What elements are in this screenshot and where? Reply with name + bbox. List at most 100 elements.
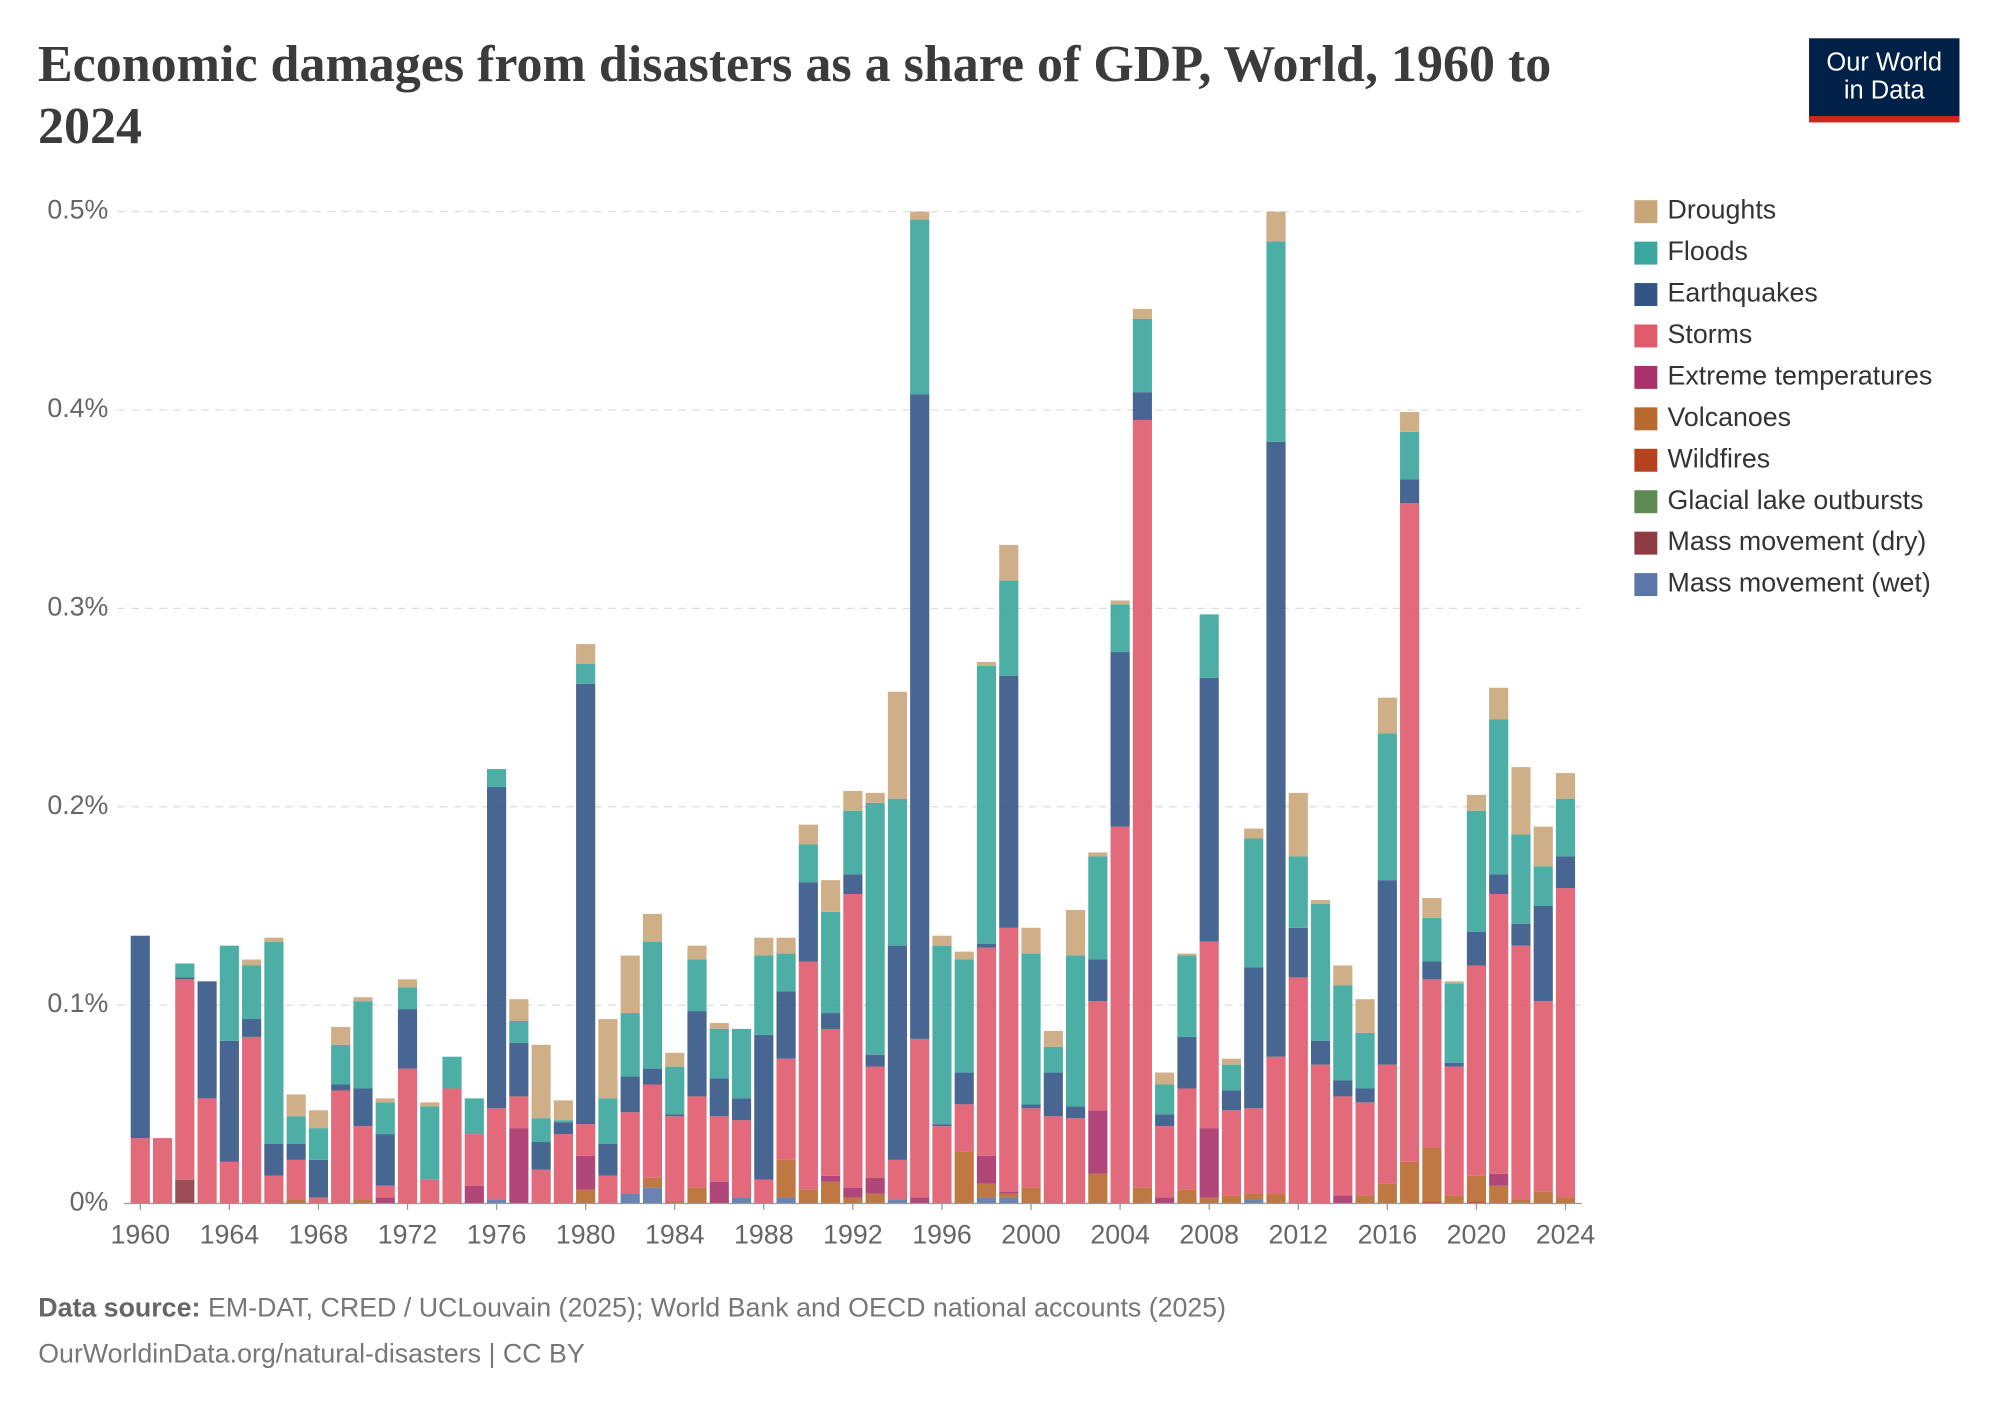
bar-segment xyxy=(1021,953,1041,1105)
bar-segment xyxy=(553,1134,573,1204)
bar-segment xyxy=(487,1199,507,1204)
bar-segment xyxy=(1266,211,1286,242)
bar-segment xyxy=(620,1112,640,1194)
bar-segment xyxy=(1422,898,1442,918)
bar-segment xyxy=(1489,719,1509,875)
bar-segment xyxy=(1288,977,1308,1204)
bar-segment xyxy=(1288,856,1308,928)
bar-segment xyxy=(1555,773,1576,799)
bar-segment xyxy=(798,961,818,1190)
bar-segment xyxy=(887,945,908,1160)
bar-segment xyxy=(843,874,863,895)
bar-segment xyxy=(464,1134,484,1186)
bar-segment xyxy=(999,544,1019,581)
bar-segment xyxy=(1244,1108,1264,1194)
bar-segment xyxy=(1132,419,1152,1188)
bar-segment xyxy=(1221,1110,1242,1196)
bar-segment xyxy=(1400,431,1420,480)
bar-segment xyxy=(665,1114,685,1117)
bar-segment xyxy=(865,1066,885,1178)
bar-segment xyxy=(1088,1001,1108,1111)
bar-segment xyxy=(776,1159,796,1198)
legend-swatch xyxy=(1634,448,1658,472)
bar-segment xyxy=(665,1201,685,1204)
bar-segment xyxy=(642,913,663,942)
bar-segment xyxy=(509,1096,529,1129)
bar-segment xyxy=(1266,1193,1286,1204)
logo-text: Our World xyxy=(1826,49,1942,77)
legend-swatch xyxy=(1634,324,1658,348)
bar-segment xyxy=(642,1177,663,1188)
x-tick-label: 1984 xyxy=(645,1220,705,1250)
bar-segment xyxy=(1310,1040,1331,1065)
bar-segment xyxy=(1377,733,1397,881)
x-tick-label: 2020 xyxy=(1447,1220,1507,1250)
bar-segment xyxy=(152,1138,173,1204)
bar-segment xyxy=(865,1177,885,1194)
bar-segment xyxy=(509,1042,529,1097)
bar-segment xyxy=(531,1142,551,1170)
bar-segment xyxy=(264,941,284,1145)
bar-segment xyxy=(1132,1187,1152,1204)
bar-segment xyxy=(1466,810,1486,932)
y-tick-label: 0.3% xyxy=(47,591,108,621)
x-tick-label: 1988 xyxy=(734,1220,794,1250)
x-tick-label: 1976 xyxy=(467,1220,527,1250)
bar-segment xyxy=(308,1128,329,1160)
bar-segment xyxy=(709,1028,729,1079)
x-tick-label: 2016 xyxy=(1358,1220,1418,1250)
bar-segment xyxy=(509,1128,529,1204)
bar-segment xyxy=(1511,767,1531,835)
y-tick-label: 0.1% xyxy=(47,988,108,1018)
x-tick-label: 1964 xyxy=(200,1220,260,1250)
bar-segment xyxy=(620,1193,640,1204)
bar-segment xyxy=(798,824,818,845)
bar-segment xyxy=(821,1013,841,1029)
bar-segment xyxy=(1533,866,1553,906)
bar-segment xyxy=(620,1013,640,1077)
bar-segment xyxy=(242,959,262,966)
bar-segment xyxy=(130,935,150,1139)
x-tick-label: 2012 xyxy=(1268,1220,1328,1250)
bar-segment xyxy=(843,1187,863,1198)
bar-segment xyxy=(910,1038,930,1198)
bar-segment xyxy=(1444,981,1464,984)
bar-segment xyxy=(1043,1116,1063,1204)
bar-segment xyxy=(264,1175,284,1204)
bar-segment xyxy=(353,1088,373,1127)
bar-segment xyxy=(286,1094,306,1117)
bar-segment xyxy=(1400,503,1420,1162)
bar-segment xyxy=(286,1116,306,1145)
x-tick-label: 1996 xyxy=(912,1220,972,1250)
bar-segment xyxy=(999,927,1019,1192)
legend-label: Extreme temperatures xyxy=(1668,360,1933,390)
bar-segment xyxy=(843,810,863,875)
bar-segment xyxy=(1355,1195,1375,1204)
bar-segment xyxy=(1533,1191,1553,1204)
bar-segment xyxy=(375,1197,395,1204)
bar-segment xyxy=(286,1199,306,1204)
bar-segment xyxy=(576,1124,596,1156)
bar-segment xyxy=(576,1155,596,1190)
legend-label: Earthquakes xyxy=(1668,278,1818,308)
bar-segment xyxy=(843,790,863,811)
bar-segment xyxy=(1155,1084,1175,1115)
bar-segment xyxy=(420,1106,440,1180)
bar-segment xyxy=(1199,1197,1219,1204)
bar-segment xyxy=(1066,1118,1086,1204)
bar-segment xyxy=(954,1072,974,1105)
bar-segment xyxy=(353,1126,373,1200)
bar-segment xyxy=(1422,961,1442,980)
bar-segment xyxy=(1155,1126,1175,1198)
bar-segment xyxy=(308,1197,329,1204)
y-tick-label: 0.5% xyxy=(47,195,108,225)
bar-segment xyxy=(375,1098,395,1103)
bar-segment xyxy=(130,1138,150,1204)
bar-segment xyxy=(331,1084,351,1091)
legend-swatch xyxy=(1634,241,1658,265)
bar-segment xyxy=(1489,894,1509,1174)
bar-segment xyxy=(999,1197,1019,1204)
bar-segment xyxy=(353,1001,373,1089)
bar-segment xyxy=(1466,1201,1486,1204)
